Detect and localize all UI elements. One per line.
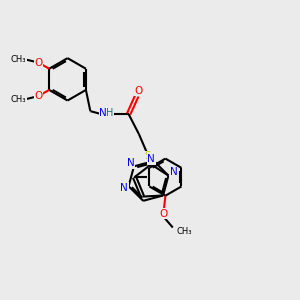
Text: N: N bbox=[170, 167, 178, 177]
Text: O: O bbox=[34, 58, 43, 68]
Text: CH₃: CH₃ bbox=[177, 227, 192, 236]
Text: N: N bbox=[120, 183, 128, 193]
Text: CH₃: CH₃ bbox=[11, 55, 26, 64]
Text: O: O bbox=[134, 85, 142, 95]
Text: O: O bbox=[160, 209, 168, 219]
Text: H: H bbox=[106, 109, 114, 118]
Text: CH₃: CH₃ bbox=[11, 94, 26, 103]
Text: S: S bbox=[144, 152, 151, 161]
Text: O: O bbox=[34, 91, 43, 101]
Text: N: N bbox=[127, 158, 134, 168]
Text: N: N bbox=[147, 154, 155, 164]
Text: N: N bbox=[99, 109, 107, 118]
